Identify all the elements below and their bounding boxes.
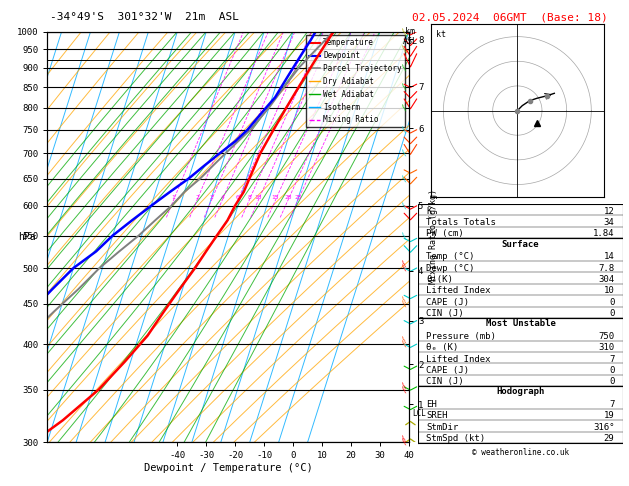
Text: CAPE (J): CAPE (J) [426,366,469,375]
Text: Dewp (°C): Dewp (°C) [426,263,475,273]
Text: Totals Totals: Totals Totals [426,218,496,227]
Text: /: / [401,174,409,183]
Text: Pressure (mb): Pressure (mb) [426,332,496,341]
Text: km
ASL: km ASL [403,27,418,46]
Text: 14: 14 [604,252,615,261]
Text: 6: 6 [236,195,240,200]
Text: Temp (°C): Temp (°C) [426,252,475,261]
Text: /: / [401,382,409,390]
Text: 3: 3 [209,195,213,200]
Text: © weatheronline.co.uk: © weatheronline.co.uk [472,448,569,457]
Text: 2: 2 [195,195,199,200]
Text: EH: EH [426,400,437,409]
Text: 1: 1 [172,195,175,200]
Text: Lifted Index: Lifted Index [426,286,491,295]
Text: 19: 19 [604,412,615,420]
Text: 15: 15 [272,195,279,200]
Text: Most Unstable: Most Unstable [486,319,555,328]
Text: 0: 0 [609,297,615,307]
Text: /: / [401,63,409,72]
Text: 02.05.2024  06GMT  (Base: 18): 02.05.2024 06GMT (Base: 18) [412,12,608,22]
Text: 7: 7 [609,400,615,409]
Text: 34: 34 [604,218,615,227]
Text: /: / [401,83,409,91]
Text: /: / [401,104,409,112]
Text: 1.84: 1.84 [593,229,615,238]
Text: CIN (J): CIN (J) [426,377,464,386]
Text: -34°49'S  301°32'W  21m  ASL: -34°49'S 301°32'W 21m ASL [50,12,239,22]
Text: hPa: hPa [18,232,36,242]
Text: StmDir: StmDir [426,423,459,432]
X-axis label: Dewpoint / Temperature (°C): Dewpoint / Temperature (°C) [143,463,313,473]
Text: Surface: Surface [502,240,539,248]
Text: /: / [401,149,409,157]
Text: LCL: LCL [413,409,426,418]
Text: /: / [401,296,409,304]
Legend: Temperature, Dewpoint, Parcel Trajectory, Dry Adiabat, Wet Adiabat, Isotherm, Mi: Temperature, Dewpoint, Parcel Trajectory… [306,35,405,127]
Text: CIN (J): CIN (J) [426,309,464,318]
Text: /: / [401,438,409,447]
Y-axis label: Mixing Ratio (g/kg): Mixing Ratio (g/kg) [429,190,438,284]
Text: /: / [401,300,409,308]
Text: 10: 10 [604,286,615,295]
Text: 25: 25 [294,195,302,200]
Text: 8: 8 [247,195,251,200]
Text: /: / [401,125,409,134]
Text: PW (cm): PW (cm) [426,229,464,238]
Text: 750: 750 [598,332,615,341]
Text: 0: 0 [609,377,615,386]
Text: Lifted Index: Lifted Index [426,354,491,364]
Text: StmSpd (kt): StmSpd (kt) [426,434,486,443]
Text: 0: 0 [609,366,615,375]
Text: /: / [401,340,409,348]
Text: 29: 29 [604,434,615,443]
Text: 0: 0 [609,309,615,318]
Text: SREH: SREH [426,412,448,420]
Text: Hodograph: Hodograph [496,387,545,397]
Text: /: / [401,45,409,53]
Text: kt: kt [436,30,446,38]
Text: 7: 7 [609,354,615,364]
Text: /: / [401,27,409,36]
Text: θₑ (K): θₑ (K) [426,343,459,352]
Text: /: / [401,434,409,443]
Text: /: / [401,264,409,272]
Text: θₑ(K): θₑ(K) [426,275,454,284]
Text: K: K [426,207,432,216]
Text: 10: 10 [255,195,262,200]
Text: 316°: 316° [593,423,615,432]
Text: /: / [401,336,409,345]
Text: 12: 12 [604,207,615,216]
Text: /: / [401,202,409,210]
Text: /: / [401,260,409,268]
Text: /: / [401,385,409,394]
Text: 20: 20 [284,195,292,200]
Text: 7.8: 7.8 [598,263,615,273]
Text: /: / [401,231,409,240]
Text: 310: 310 [598,343,615,352]
Text: 4: 4 [220,195,224,200]
Text: 304: 304 [598,275,615,284]
Text: CAPE (J): CAPE (J) [426,297,469,307]
